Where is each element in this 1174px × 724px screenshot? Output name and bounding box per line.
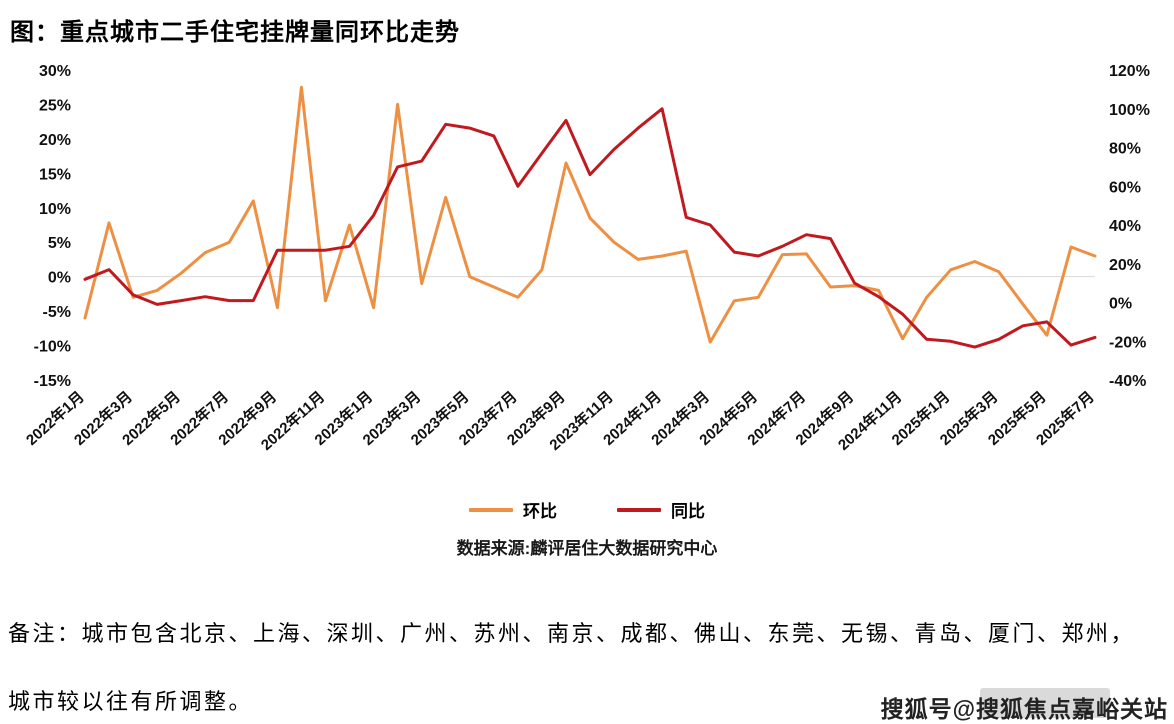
left-axis-tick: 15% bbox=[39, 166, 71, 183]
data-source: 数据来源:麟评居住大数据研究中心 bbox=[456, 539, 718, 558]
legend-item-mom: 环比 bbox=[469, 497, 557, 522]
series-line-yoy bbox=[83, 107, 1097, 349]
right-axis-tick: 20% bbox=[1109, 257, 1141, 274]
chart-legend: 环比 同比 bbox=[0, 497, 1174, 522]
left-axis-tick: -10% bbox=[34, 339, 71, 356]
right-axis-tick: 0% bbox=[1109, 296, 1132, 313]
watermark: 搜狐号@搜狐焦点嘉峪关站 bbox=[880, 696, 1168, 722]
legend-item-yoy: 同比 bbox=[617, 497, 705, 522]
left-axis-tick: 25% bbox=[39, 97, 71, 114]
legend-label-yoy: 同比 bbox=[671, 502, 705, 521]
left-axis-tick: 0% bbox=[48, 270, 71, 287]
right-axis-tick: 100% bbox=[1109, 102, 1150, 119]
left-axis-tick: -15% bbox=[34, 373, 71, 390]
footnote-line2: 城市较以往有所调整。 bbox=[8, 690, 254, 716]
left-axis-tick: 30% bbox=[39, 63, 71, 80]
yoy-line-swatch bbox=[617, 507, 661, 512]
right-axis-tick: 120% bbox=[1109, 63, 1150, 80]
right-axis-tick: 80% bbox=[1109, 141, 1141, 158]
footnote: 备注：城市包含北京、上海、深圳、广州、苏州、南京、成都、佛山、东莞、无锡、青岛、… bbox=[8, 622, 1166, 717]
right-axis-tick: 40% bbox=[1109, 218, 1141, 235]
left-axis-tick: 10% bbox=[39, 201, 71, 218]
watermark-backdrop bbox=[980, 688, 1110, 718]
right-axis-tick: -40% bbox=[1109, 373, 1146, 390]
mom-line-swatch bbox=[469, 507, 513, 512]
right-axis-tick: -20% bbox=[1109, 334, 1146, 351]
legend-label-mom: 环比 bbox=[523, 502, 557, 521]
left-axis-tick: 5% bbox=[48, 235, 71, 252]
line-chart: 30% 25% 20% 15% 10% 5% 0% -5% -10% -15% 120% 100% 80… bbox=[22, 63, 1150, 454]
series-line-mom bbox=[83, 85, 1097, 344]
left-axis-tick: 20% bbox=[39, 132, 71, 149]
right-axis-tick: 60% bbox=[1109, 179, 1141, 196]
left-axis-tick: -5% bbox=[43, 304, 71, 321]
page-title: 图：重点城市二手住宅挂牌量同环比走势 bbox=[10, 19, 460, 46]
footnote-line1: 备注：城市包含北京、上海、深圳、广州、苏州、南京、成都、佛山、东莞、无锡、青岛、… bbox=[8, 622, 1136, 647]
